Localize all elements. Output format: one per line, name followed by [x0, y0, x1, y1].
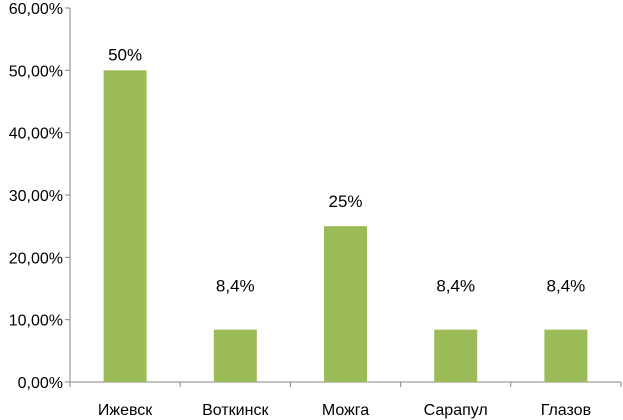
x-axis [69, 381, 622, 387]
y-axis: 0,00% 10,00% 20,00% 30,00% 40,00% 50,00% 60,00… [9, 1, 71, 392]
bar-4 [434, 329, 478, 382]
y-tick-label: 50,00% [9, 63, 63, 80]
bar-2 [213, 329, 257, 382]
y-tick-label: 60,00% [9, 1, 63, 18]
y-tick-label: 10,00% [9, 313, 63, 330]
data-label-5: 8,4% [547, 277, 586, 296]
y-tick-label: 0,00% [18, 375, 63, 392]
category-label-3: Можга [322, 402, 369, 419]
category-label-4: Сарапул [424, 402, 488, 419]
bar-3 [324, 226, 367, 382]
data-label-4: 8,4% [436, 277, 475, 296]
category-label-1: Ижевск [98, 402, 153, 419]
y-tick-label: 40,00% [9, 126, 63, 143]
data-label-3: 25% [328, 192, 362, 211]
data-labels: 50% 8,4% 25% 8,4% 8,4% [108, 45, 585, 295]
category-label-2: Воткинск [202, 402, 269, 419]
bar-series [103, 70, 588, 382]
category-labels: Ижевск Воткинск Можга Сарапул Глазов [98, 402, 591, 419]
bar-1 [103, 70, 147, 382]
category-label-5: Глазов [541, 402, 591, 419]
data-label-1: 50% [108, 45, 142, 64]
y-tick-label: 20,00% [9, 250, 63, 267]
y-tick-label: 30,00% [9, 188, 63, 205]
data-label-2: 8,4% [216, 277, 255, 296]
bar-5 [544, 329, 588, 382]
